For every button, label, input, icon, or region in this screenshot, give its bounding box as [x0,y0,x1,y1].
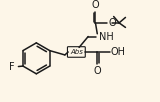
Text: O: O [108,18,116,28]
Text: O: O [94,66,102,76]
FancyBboxPatch shape [68,47,85,57]
Text: O: O [91,0,99,10]
Text: Abs: Abs [70,49,83,55]
Text: OH: OH [111,47,126,57]
Text: F: F [9,62,15,72]
Text: NH: NH [99,32,114,42]
